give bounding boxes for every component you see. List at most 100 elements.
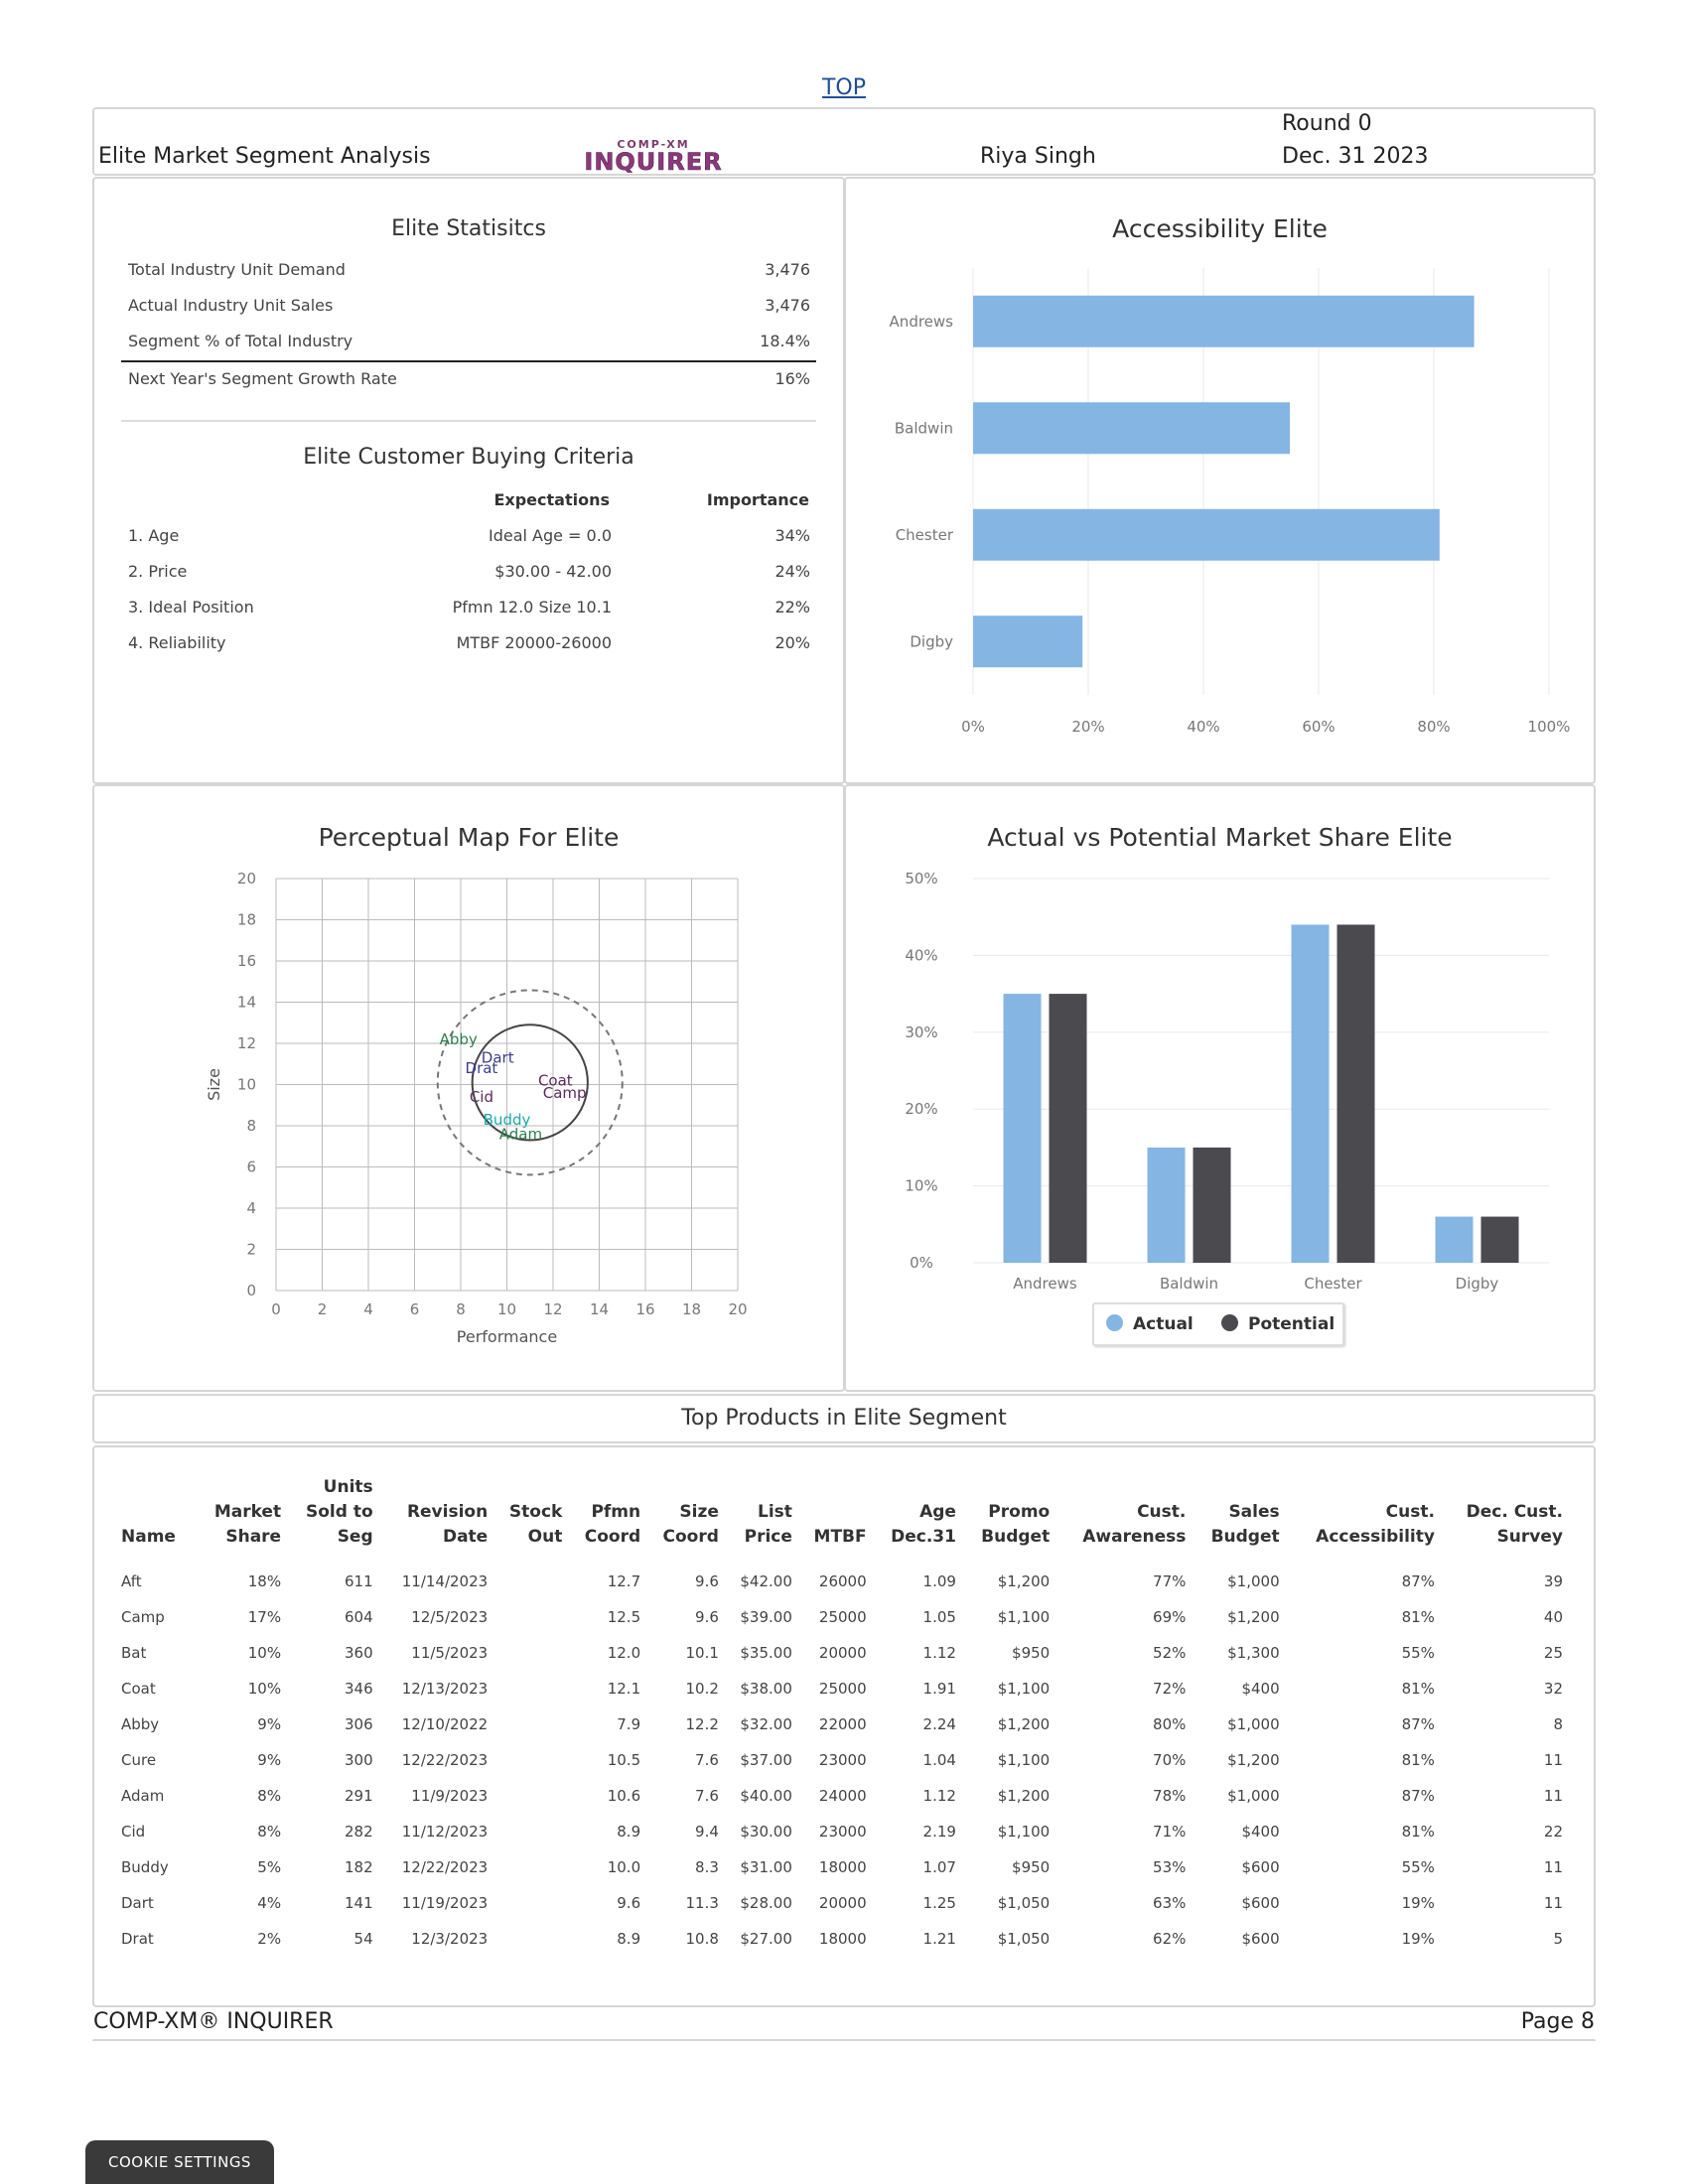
table-cell: 39 (1543, 1572, 1563, 1590)
table-cell: 12.0 (607, 1644, 641, 1662)
y-tick-label: 14 (237, 994, 256, 1012)
page-number: Page 8 (1520, 2009, 1595, 2034)
x-tick-label: 20% (1071, 718, 1104, 736)
stat-label: Next Year's Segment Growth Rate (128, 369, 397, 388)
x-tick-label: 0 (271, 1300, 281, 1318)
table-cell: 8.9 (617, 1823, 641, 1841)
table-cell (492, 1599, 566, 1635)
market-share-panel (844, 784, 1596, 1392)
table-cell: 62% (1153, 1930, 1187, 1948)
column-header: Size Coord (644, 1475, 723, 1564)
table-cell: $1,100 (997, 1680, 1051, 1698)
table-cell: $1,100 (997, 1608, 1051, 1626)
legend-potential-swatch (1221, 1314, 1238, 1331)
table-cell: 1.04 (922, 1751, 956, 1769)
cookie-settings-button[interactable]: COOKIE SETTINGS (85, 2140, 274, 2184)
table-cell: 63% (1153, 1894, 1187, 1912)
logo-big-text: INQUIRER (584, 148, 722, 173)
table-cell: 11/9/2023 (411, 1787, 489, 1805)
column-header: Stock Out (492, 1475, 566, 1564)
table-cell: Coat (121, 1680, 156, 1698)
criteria-importance: 34% (774, 526, 810, 545)
table-cell: $1,000 (1227, 1572, 1280, 1590)
category-label: Andrews (1013, 1275, 1077, 1293)
legend-potential[interactable]: Potential (1221, 1314, 1335, 1334)
table-cell: 2% (257, 1930, 282, 1948)
criteria-expectation: $30.00 - 42.00 (494, 562, 612, 581)
table-cell: 40 (1543, 1608, 1563, 1626)
column-header: List Price (723, 1475, 796, 1564)
column-header-line: Coord (662, 1527, 719, 1547)
stat-label: Actual Industry Unit Sales (128, 296, 334, 315)
table-cell: 11/14/2023 (401, 1572, 489, 1590)
table-cell: 11 (1543, 1894, 1563, 1912)
y-tick-label: 0 (246, 1282, 256, 1299)
table-cell: Drat (121, 1930, 154, 1948)
table-cell: 55% (1401, 1644, 1435, 1662)
column-header-line: Revision (406, 1502, 489, 1522)
table-cell: 10.1 (685, 1644, 719, 1662)
x-axis-label: Performance (457, 1327, 557, 1346)
table-cell: 55% (1401, 1858, 1435, 1876)
expectations-header: Expectations (493, 490, 610, 509)
table-cell: 9.6 (617, 1894, 641, 1912)
column-header-line: List (757, 1502, 792, 1522)
column-header-line: Budget (981, 1527, 1051, 1547)
products-table: Name Market Share Units Sold to Seg Revision Da… (117, 1475, 1567, 1957)
x-tick-label: 2 (318, 1300, 328, 1318)
x-tick-label: 14 (590, 1300, 609, 1318)
table-cell: 17% (247, 1608, 282, 1626)
table-cell: 1.25 (922, 1894, 956, 1912)
table-row: Coat 10% 346 12/13/2023 12.1 10.2 $38.00 25000 1… (117, 1671, 1567, 1706)
table-cell: $1,200 (997, 1715, 1051, 1733)
table-row: Cure 9% 300 12/22/2023 10.5 7.6 $37.00 23000 1.0… (117, 1742, 1567, 1778)
table-cell: Adam (121, 1787, 165, 1805)
products-body: Aft 18% 611 11/14/2023 12.7 9.6 $42.00 26000 1.0… (117, 1564, 1567, 1957)
table-cell: 22 (1543, 1823, 1563, 1841)
column-header: MTBF (796, 1475, 871, 1564)
table-cell (492, 1706, 566, 1742)
x-tick-label: 6 (410, 1300, 420, 1318)
footer-brand: COMP-XM® INQUIRER (93, 2009, 334, 2034)
user-name: Riya Singh (980, 144, 1096, 169)
perceptual-map-chart: 0 2 4 6 8 10 12 14 16 18 20 0 2 4 6 8 10 12 14 16 18 20 Perfor… (205, 870, 748, 1346)
x-tick-label: 8 (456, 1300, 466, 1318)
category-label: Baldwin (1160, 1275, 1218, 1293)
table-cell: 12/10/2022 (401, 1715, 489, 1733)
table-cell: 12.1 (607, 1680, 641, 1698)
table-cell: 10% (247, 1680, 282, 1698)
table-cell: $32.00 (740, 1715, 792, 1733)
table-cell: $1,050 (997, 1930, 1051, 1948)
top-link[interactable]: TOP (821, 75, 867, 100)
column-header: Market Share (194, 1475, 285, 1564)
round-label: Round 0 (1282, 111, 1372, 136)
table-cell: 23000 (818, 1823, 867, 1841)
table-cell: 1.12 (922, 1787, 956, 1805)
bar (973, 508, 1440, 561)
table-cell: 5% (257, 1858, 282, 1876)
product-marker: Camp (543, 1084, 587, 1102)
table-cell: 10.5 (607, 1751, 641, 1769)
x-tick-label: 80% (1417, 718, 1450, 736)
table-cell: $39.00 (740, 1608, 792, 1626)
y-tick-label: 50% (905, 870, 937, 887)
table-cell: 24000 (818, 1787, 867, 1805)
legend-actual[interactable]: Actual (1106, 1314, 1194, 1334)
bar-actual (1435, 1216, 1474, 1263)
table-cell: $1,000 (1227, 1715, 1280, 1733)
products-title-bar (92, 1394, 1596, 1443)
product-marker: Coat (538, 1071, 573, 1089)
table-cell: 10% (247, 1644, 282, 1662)
bar (973, 295, 1475, 347)
column-header-line: Price (744, 1527, 792, 1547)
x-tick-label: 0% (961, 718, 985, 736)
table-cell: $37.00 (740, 1751, 792, 1769)
table-cell: 25000 (818, 1680, 867, 1698)
table-row: Drat 2% 54 12/3/2023 8.9 10.8 $27.00 18000 1.21 $… (117, 1921, 1567, 1957)
table-cell: 9% (257, 1751, 282, 1769)
column-header-line: Awareness (1082, 1527, 1187, 1547)
column-header-line: Age (919, 1502, 956, 1522)
table-cell: $1,050 (997, 1894, 1051, 1912)
table-cell: 7.9 (617, 1715, 641, 1733)
table-cell: 69% (1153, 1608, 1187, 1626)
